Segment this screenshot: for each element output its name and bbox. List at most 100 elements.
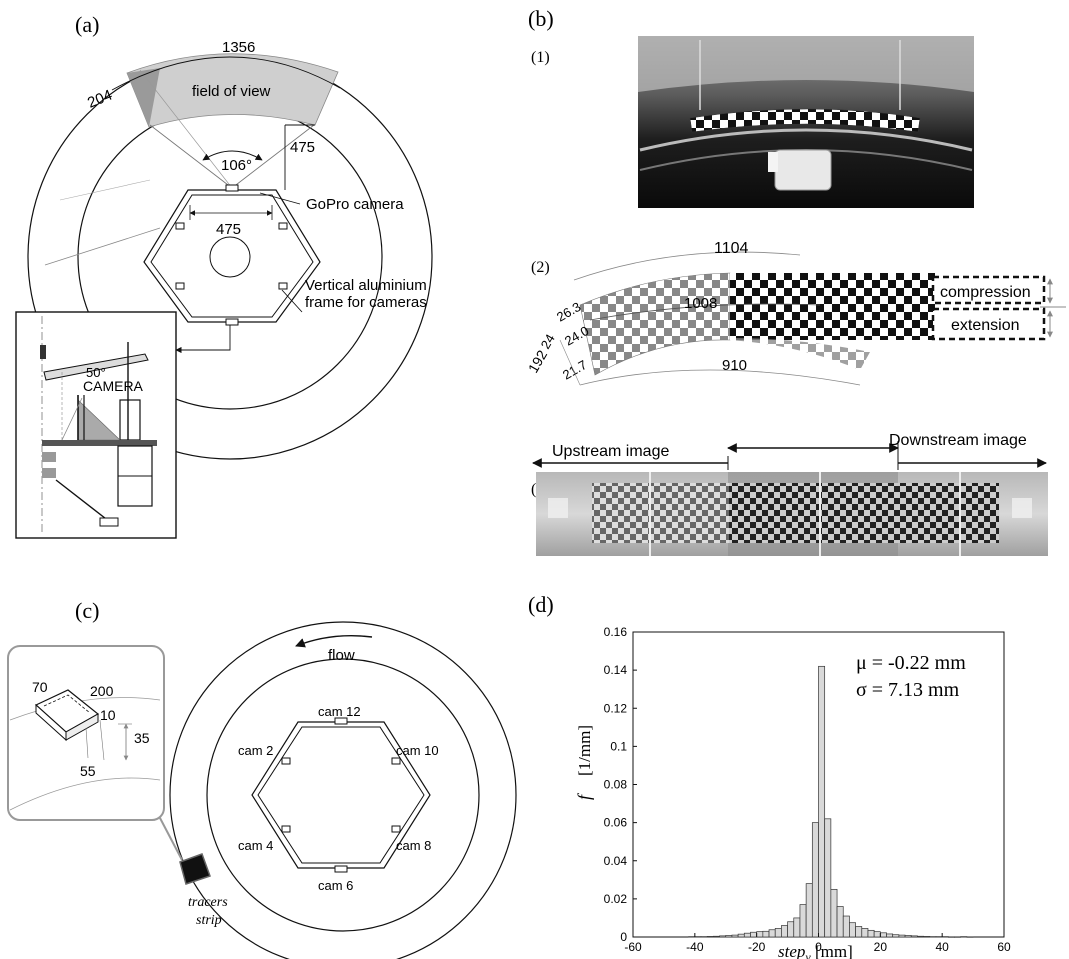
hex-frame-outer bbox=[143, 189, 321, 323]
checkerboard-curved bbox=[579, 272, 731, 376]
histogram-bar bbox=[929, 936, 937, 938]
radial-dim-label: 475 bbox=[290, 139, 315, 156]
histogram-bar bbox=[737, 933, 745, 938]
histogram-bar bbox=[861, 928, 869, 938]
width-label-1: 26.3 bbox=[554, 299, 583, 325]
cam-4-label: cam 4 bbox=[238, 838, 273, 853]
mu-annotation: μ = -0.22 mm bbox=[856, 652, 966, 674]
histogram-bar bbox=[774, 928, 782, 938]
histogram-bar bbox=[879, 932, 887, 938]
tracers-strip bbox=[179, 853, 211, 885]
frame-label-1: Vertical aluminium bbox=[305, 277, 427, 294]
extension-label: extension bbox=[951, 317, 1020, 334]
x-tick-label: 20 bbox=[874, 940, 888, 954]
fov-label: field of view bbox=[192, 83, 271, 100]
width-total-label: 192 bbox=[525, 347, 551, 375]
histogram-bar bbox=[898, 934, 906, 938]
y-tick-label: 0.06 bbox=[604, 816, 628, 830]
fov-ray-left bbox=[149, 124, 233, 189]
x-tick-label: -20 bbox=[748, 940, 766, 954]
camera-mark-lower-left bbox=[175, 282, 185, 290]
histogram-bar bbox=[954, 936, 962, 938]
upstream-label: Upstream image bbox=[552, 443, 669, 460]
histogram-bar bbox=[960, 936, 968, 938]
histogram-bar bbox=[700, 936, 708, 938]
histogram-bar bbox=[849, 922, 856, 938]
x-tick-label: -40 bbox=[686, 940, 704, 954]
inset-strut bbox=[55, 479, 111, 523]
histogram-bar bbox=[793, 917, 801, 938]
histogram-bar bbox=[743, 932, 751, 938]
camera-mark-lower-right bbox=[278, 282, 288, 290]
downstream-label: Downstream image bbox=[889, 432, 1027, 449]
y-tick-label: 0 bbox=[620, 930, 627, 944]
panel-b-letter: (b) bbox=[528, 6, 554, 31]
histogram-bar bbox=[805, 883, 813, 938]
histogram-bar bbox=[836, 906, 844, 938]
outer-arc-label: 1104 bbox=[714, 240, 749, 257]
sigma-annotation: σ = 7.13 mm bbox=[856, 679, 960, 701]
histogram-bar bbox=[935, 936, 943, 938]
compression-box bbox=[931, 275, 1046, 305]
histogram-bar bbox=[855, 926, 863, 938]
histogram-bar bbox=[781, 925, 788, 938]
histogram-bar bbox=[731, 934, 739, 938]
histogram-bar bbox=[830, 888, 838, 938]
photo-stitched-images bbox=[536, 472, 1048, 556]
histogram-bar bbox=[811, 822, 819, 938]
panel-b: (b) (1) (2) 1104 1008 910 26.3 24.0 24 1… bbox=[525, 6, 1066, 556]
inset-angle-label: 50° bbox=[86, 365, 106, 380]
strip-inset bbox=[7, 645, 165, 821]
flow-label: flow bbox=[328, 647, 355, 664]
histogram-bar bbox=[941, 936, 949, 938]
histogram-bar bbox=[886, 933, 894, 938]
field-of-view-edge bbox=[127, 68, 160, 127]
panel-c: (c) flow cam 12 cam 2 cam 10 cam 4 cam 8… bbox=[7, 598, 517, 959]
y-tick-label: 0.12 bbox=[604, 701, 628, 715]
camera-leader bbox=[259, 192, 301, 205]
cam-8-label: cam 8 bbox=[396, 838, 431, 853]
sub-2-label: (2) bbox=[531, 259, 550, 276]
cam-12-label: cam 12 bbox=[318, 704, 361, 719]
mid-arc-label: 1008 bbox=[684, 295, 717, 312]
histogram-bar bbox=[768, 929, 776, 938]
histogram-bar bbox=[706, 936, 714, 938]
x-axis-sub: v bbox=[805, 950, 811, 959]
frame-label-2: frame for cameras bbox=[305, 294, 427, 311]
checkerboard-straight bbox=[730, 273, 935, 340]
extension-box bbox=[931, 307, 1046, 341]
panel-a: (a) 106° 1356 204 field of view 475 475 bbox=[15, 12, 433, 539]
photo-channel-view bbox=[638, 36, 974, 208]
histogram-bar bbox=[867, 929, 875, 938]
camera-mark-top bbox=[225, 184, 239, 192]
histogram-bar bbox=[694, 936, 702, 938]
histogram-bar bbox=[966, 936, 974, 938]
camera-label: GoPro camera bbox=[306, 196, 404, 213]
x-tick-label: 60 bbox=[997, 940, 1011, 954]
y-tick-label: 0.16 bbox=[604, 625, 628, 639]
x-axis-step: step bbox=[778, 942, 805, 959]
inset-camera-label: CAMERA bbox=[83, 378, 144, 394]
camera-mark-bottom bbox=[225, 318, 239, 326]
center-column bbox=[209, 236, 251, 278]
inner-arc-label: 910 bbox=[722, 357, 747, 374]
angle-label: 106° bbox=[221, 157, 252, 174]
histogram-bar bbox=[917, 935, 924, 938]
dim-55-label: 55 bbox=[80, 763, 96, 779]
dim-35-label: 35 bbox=[134, 730, 150, 746]
histogram-bar bbox=[873, 931, 881, 938]
strip-label-1: tracers bbox=[188, 895, 228, 910]
camera-mark-upper-right bbox=[278, 222, 288, 230]
x-tick-label: 40 bbox=[935, 940, 949, 954]
hex-frame-c bbox=[251, 721, 431, 869]
strip-label-2: strip bbox=[196, 913, 222, 928]
panel-d: (d) -60 -40 -20 0 20 40 60 0 0.02 0.04 0.06 0.08 0.1… bbox=[528, 592, 1011, 959]
y-tick-label: 0.1 bbox=[610, 739, 627, 753]
cam-6-label: cam 6 bbox=[318, 878, 353, 893]
inset-leader bbox=[175, 325, 231, 354]
histogram-bar bbox=[750, 931, 758, 938]
dim-10-label: 10 bbox=[100, 707, 116, 723]
histogram-bar bbox=[787, 921, 795, 938]
dim-70-label: 70 bbox=[32, 679, 48, 695]
